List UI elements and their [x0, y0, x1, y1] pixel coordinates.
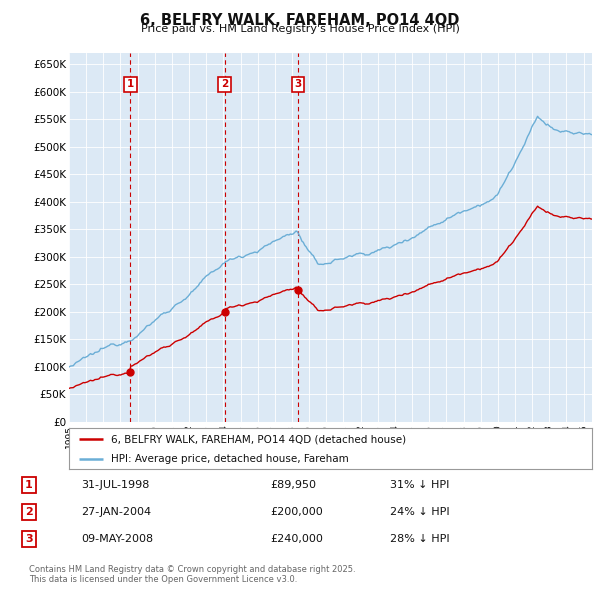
- Text: 2: 2: [221, 80, 228, 90]
- Text: 1: 1: [25, 480, 32, 490]
- Text: £240,000: £240,000: [270, 535, 323, 544]
- Text: 24% ↓ HPI: 24% ↓ HPI: [390, 507, 449, 517]
- Text: £200,000: £200,000: [270, 507, 323, 517]
- Text: HPI: Average price, detached house, Fareham: HPI: Average price, detached house, Fare…: [111, 454, 349, 464]
- Text: 31-JUL-1998: 31-JUL-1998: [81, 480, 149, 490]
- Text: 3: 3: [295, 80, 302, 90]
- Text: 6, BELFRY WALK, FAREHAM, PO14 4QD: 6, BELFRY WALK, FAREHAM, PO14 4QD: [140, 13, 460, 28]
- Text: 28% ↓ HPI: 28% ↓ HPI: [390, 535, 449, 544]
- Text: 31% ↓ HPI: 31% ↓ HPI: [390, 480, 449, 490]
- Text: 1: 1: [127, 80, 134, 90]
- Text: £89,950: £89,950: [270, 480, 316, 490]
- Text: 2: 2: [25, 507, 32, 517]
- Text: 09-MAY-2008: 09-MAY-2008: [81, 535, 153, 544]
- Text: Contains HM Land Registry data © Crown copyright and database right 2025.
This d: Contains HM Land Registry data © Crown c…: [29, 565, 355, 584]
- Text: 3: 3: [25, 535, 32, 544]
- Text: Price paid vs. HM Land Registry's House Price Index (HPI): Price paid vs. HM Land Registry's House …: [140, 24, 460, 34]
- Text: 27-JAN-2004: 27-JAN-2004: [81, 507, 151, 517]
- Text: 6, BELFRY WALK, FAREHAM, PO14 4QD (detached house): 6, BELFRY WALK, FAREHAM, PO14 4QD (detac…: [111, 434, 406, 444]
